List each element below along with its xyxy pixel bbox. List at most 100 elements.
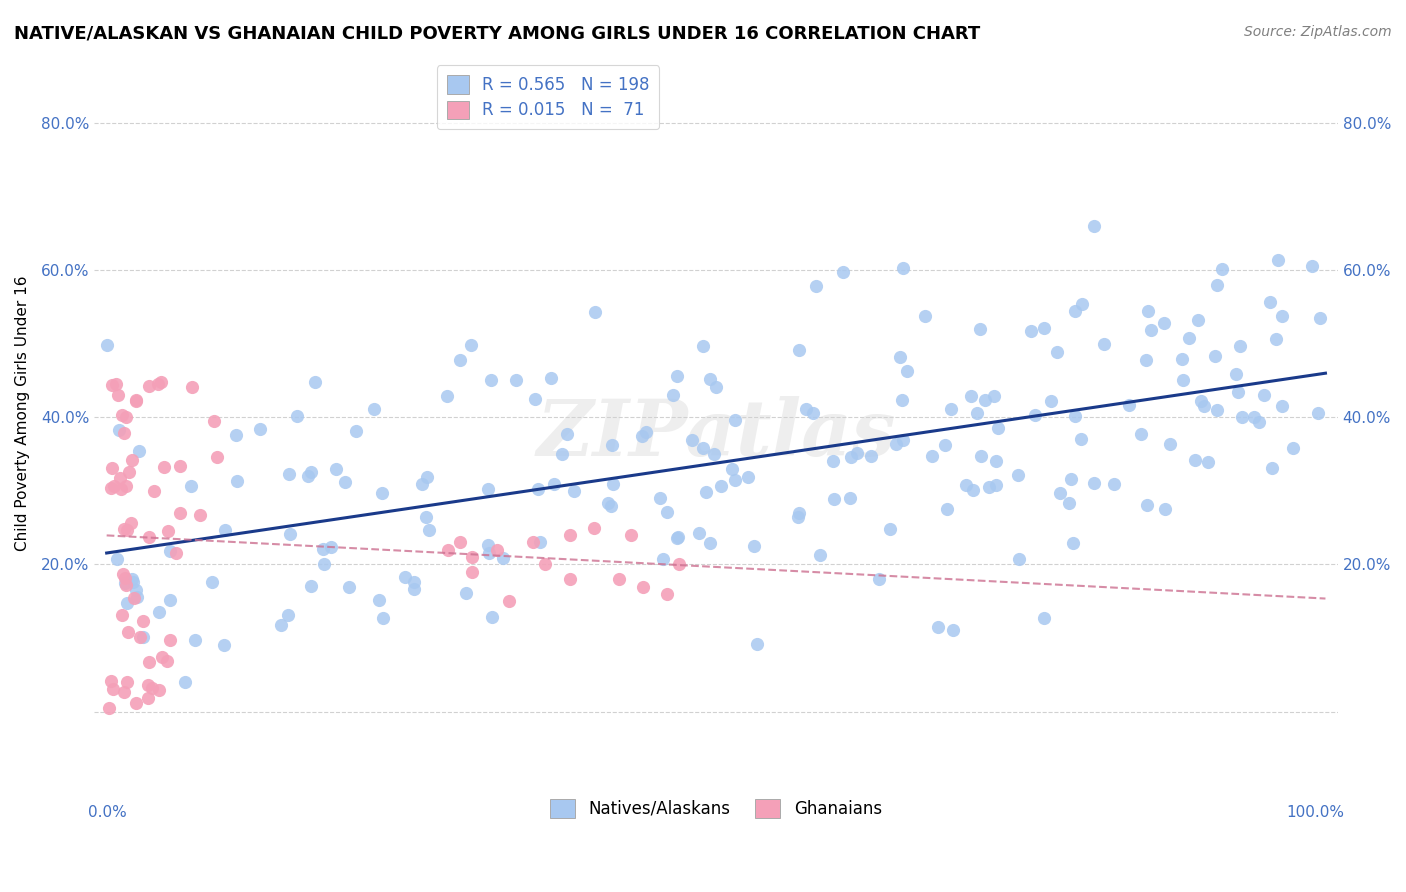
Point [583, 521, 606, 535]
Point [534, 558, 557, 572]
Point [666, 369, 689, 384]
Point [551, 447, 574, 461]
Point [394, 570, 416, 584]
Point [478, 546, 501, 560]
Point [657, 587, 679, 601]
Point [201, 574, 224, 589]
Point [110, 482, 132, 496]
Point [278, 527, 301, 541]
Point [101, 682, 124, 697]
Point [454, 586, 477, 600]
Point [890, 392, 912, 407]
Point [125, 393, 148, 408]
Point [125, 590, 148, 604]
Point [180, 479, 202, 493]
Point [404, 575, 426, 590]
Point [121, 453, 143, 467]
Point [631, 429, 654, 443]
Point [225, 428, 247, 442]
Point [1046, 345, 1069, 359]
Point [132, 614, 155, 628]
Point [1197, 454, 1219, 468]
Point [146, 377, 169, 392]
Point [1173, 373, 1195, 387]
Point [808, 548, 831, 562]
Point [724, 473, 747, 487]
Point [1083, 475, 1105, 490]
Point [1225, 368, 1247, 382]
Point [112, 426, 135, 441]
Point [105, 551, 128, 566]
Point [699, 372, 721, 386]
Point [1171, 351, 1194, 366]
Point [505, 372, 527, 386]
Point [891, 433, 914, 447]
Point [1102, 477, 1125, 491]
Point [437, 542, 460, 557]
Point [449, 535, 471, 549]
Point [823, 492, 845, 507]
Point [1007, 467, 1029, 482]
Point [1129, 426, 1152, 441]
Point [1139, 323, 1161, 337]
Text: NATIVE/ALASKAN VS GHANAIAN CHILD POVERTY AMONG GIRLS UNDER 16 CORRELATION CHART: NATIVE/ALASKAN VS GHANAIAN CHILD POVERTY… [14, 25, 980, 43]
Point [436, 388, 458, 402]
Point [481, 609, 503, 624]
Point [1260, 460, 1282, 475]
Point [415, 470, 437, 484]
Point [156, 524, 179, 539]
Point [1253, 388, 1275, 402]
Point [118, 465, 141, 479]
Point [596, 496, 619, 510]
Point [1205, 402, 1227, 417]
Point [1271, 309, 1294, 323]
Point [115, 410, 138, 425]
Point [498, 594, 520, 608]
Point [710, 479, 733, 493]
Point [1092, 336, 1115, 351]
Point [1206, 278, 1229, 293]
Point [970, 449, 993, 463]
Point [1267, 253, 1289, 268]
Point [100, 481, 122, 495]
Point [934, 438, 956, 452]
Point [205, 450, 228, 464]
Point [891, 260, 914, 275]
Point [1071, 296, 1094, 310]
Point [977, 479, 1000, 493]
Point [939, 401, 962, 416]
Point [108, 470, 131, 484]
Point [114, 576, 136, 591]
Point [460, 338, 482, 352]
Point [212, 639, 235, 653]
Point [492, 550, 515, 565]
Point [114, 578, 136, 592]
Point [1057, 496, 1080, 510]
Point [927, 620, 949, 634]
Point [108, 423, 131, 437]
Point [112, 685, 135, 699]
Point [974, 392, 997, 407]
Point [699, 536, 721, 550]
Point [125, 696, 148, 710]
Point [124, 591, 146, 606]
Point [1024, 408, 1046, 422]
Point [960, 389, 983, 403]
Point [724, 412, 747, 426]
Point [477, 482, 499, 496]
Point [115, 523, 138, 537]
Point [607, 572, 630, 586]
Point [278, 467, 301, 481]
Point [136, 677, 159, 691]
Point [156, 654, 179, 668]
Point [368, 593, 391, 607]
Point [148, 683, 170, 698]
Point [103, 479, 125, 493]
Point [1136, 498, 1159, 512]
Point [1308, 406, 1330, 420]
Point [966, 405, 988, 419]
Point [100, 378, 122, 392]
Point [879, 522, 901, 536]
Point [297, 469, 319, 483]
Point [987, 421, 1010, 435]
